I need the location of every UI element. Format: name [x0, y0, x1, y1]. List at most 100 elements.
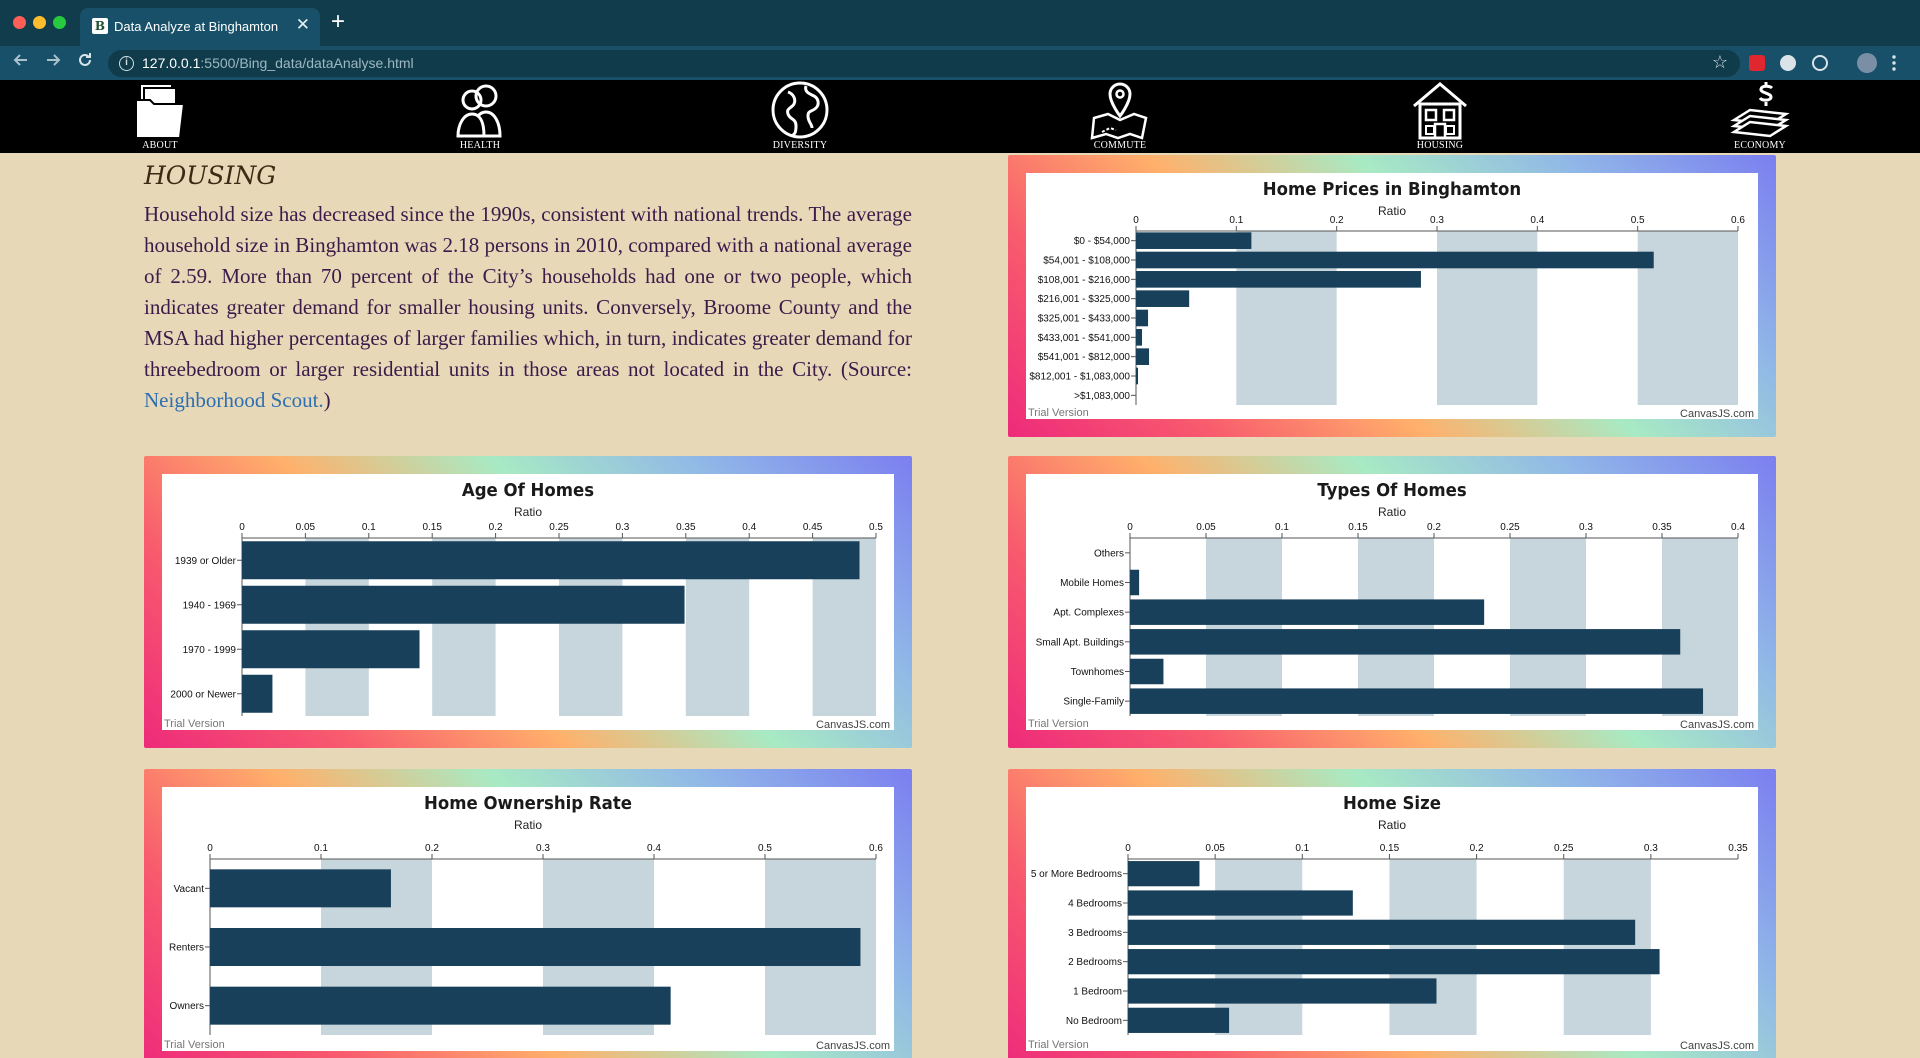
- maximize-window-button[interactable]: [53, 16, 66, 29]
- back-icon[interactable]: [12, 51, 30, 74]
- tick-label: 0.25: [1500, 522, 1520, 533]
- grid-stripe: [1215, 859, 1303, 1035]
- favicon-icon: B: [92, 18, 108, 34]
- bar: [1136, 329, 1143, 346]
- tick-label: 0.05: [296, 522, 316, 533]
- tick-label: 0.2: [1330, 215, 1344, 226]
- bar: [1136, 271, 1421, 288]
- category-label: Small Apt. Buildings: [1036, 637, 1124, 648]
- tick-label: 0: [207, 843, 213, 854]
- category-label: 1939 or Older: [175, 556, 237, 567]
- new-tab-button[interactable]: +: [331, 8, 346, 35]
- minimize-window-button[interactable]: [33, 16, 46, 29]
- age-of-homes-chart: Age Of Homes Ratio 0 0.05 0.1 0.15 0.2 0.25 0.3 0…: [162, 474, 894, 730]
- home-size-chart: Home Size Ratio 0 0.05 0.1 0.15 0.2 0.25 0.3 0.35…: [1026, 787, 1758, 1051]
- tick-label: 0.6: [1731, 215, 1745, 226]
- tick-label: 0.25: [1554, 843, 1574, 854]
- close-window-button[interactable]: [13, 16, 26, 29]
- tick-label: 0.3: [1579, 522, 1593, 533]
- neighborhood-scout-link[interactable]: Neighborhood Scout.: [144, 388, 324, 412]
- bar: [242, 585, 685, 624]
- tab-title: Data Analyze at Binghamton: [114, 19, 279, 34]
- category-label: Mobile Homes: [1060, 578, 1124, 589]
- home-size-svg: Home Size Ratio 0 0.05 0.1 0.15 0.2 0.25 0.3 0.35…: [1028, 793, 1754, 1051]
- nav-diversity-label: DIVERSITY: [772, 140, 828, 151]
- canvasjs-credit: CanvasJS.com: [816, 1040, 890, 1051]
- extension-record-icon[interactable]: [1780, 55, 1796, 71]
- menu-kebab-icon[interactable]: [1892, 55, 1896, 71]
- tick-label: 0.6: [869, 843, 883, 854]
- tick-label: 0.15: [422, 522, 442, 533]
- category-label: 1940 - 1969: [183, 600, 237, 611]
- browser-tab[interactable]: B Data Analyze at Binghamton ✕: [80, 8, 320, 46]
- bar: [1136, 367, 1139, 385]
- nav-commute[interactable]: COMMUTE: [1065, 80, 1175, 153]
- housing-description: Household size has decreased since the 1…: [144, 202, 912, 412]
- bar: [210, 928, 861, 966]
- types-of-homes-chart: Types Of Homes Ratio 0 0.05 0.1 0.15 0.2 0.25 0.…: [1026, 474, 1758, 730]
- nav-commute-label: COMMUTE: [1093, 140, 1147, 151]
- tick-label: 0.2: [489, 522, 503, 533]
- category-label: 1970 - 1999: [183, 645, 237, 656]
- bar: [210, 869, 391, 908]
- bar: [1136, 348, 1150, 365]
- tick-label: 0.2: [425, 843, 439, 854]
- nav-housing[interactable]: HOUSING: [1385, 80, 1495, 153]
- category-label: 5 or More Bedrooms: [1031, 869, 1122, 880]
- types-of-homes-svg: Types Of Homes Ratio 0 0.05 0.1 0.15 0.2 0.25 0.…: [1028, 480, 1754, 730]
- category-label: Apt. Complexes: [1053, 608, 1124, 619]
- bar: [1136, 309, 1149, 327]
- nav-diversity[interactable]: DIVERSITY: [745, 80, 855, 153]
- extension-react-icon[interactable]: [1812, 55, 1828, 71]
- category-label: $812,001 - $1,083,000: [1029, 372, 1130, 383]
- address-bar[interactable]: i 127.0.0.1:5500/Bing_data/dataAnalyse.h…: [108, 50, 1740, 77]
- info-icon[interactable]: i: [119, 56, 134, 71]
- tick-label: 0.4: [742, 522, 756, 533]
- tick-label: 0.4: [1530, 215, 1544, 226]
- grid-stripe: [1637, 231, 1738, 405]
- page-title: HOUSING: [144, 161, 277, 190]
- bar: [1128, 978, 1437, 1004]
- tick-label: 0.2: [1470, 843, 1484, 854]
- tick-label: 0.15: [1348, 522, 1368, 533]
- category-label: No Bedroom: [1066, 1016, 1122, 1027]
- category-label: $325,001 - $433,000: [1038, 314, 1131, 325]
- canvasjs-credit: CanvasJS.com: [816, 719, 890, 730]
- category-label: 2000 or Newer: [170, 689, 236, 700]
- bar: [1130, 629, 1681, 655]
- category-label: $216,001 - $325,000: [1038, 294, 1131, 305]
- map-pin-icon: [1090, 82, 1148, 140]
- home-prices-card: Home Prices in Binghamton Ratio 0 0.1 0.2 0.3…: [1008, 155, 1776, 437]
- trial-watermark: Trial Version: [164, 1039, 225, 1051]
- category-label: Vacant: [174, 884, 205, 895]
- nav-health[interactable]: HEALTH: [425, 80, 535, 153]
- axis-label: Ratio: [1378, 818, 1406, 832]
- tick-label: 0.35: [676, 522, 696, 533]
- tick-label: 0.1: [314, 843, 328, 854]
- tick-label: 0.1: [1275, 522, 1289, 533]
- tick-label: 0.5: [869, 522, 883, 533]
- bar: [242, 541, 860, 580]
- nav-economy-label: ECONOMY: [1734, 140, 1786, 151]
- profile-avatar[interactable]: [1857, 53, 1877, 73]
- canvasjs-credit: CanvasJS.com: [1680, 1040, 1754, 1051]
- tick-label: 0.35: [1652, 522, 1672, 533]
- category-label: 3 Bedrooms: [1068, 928, 1122, 939]
- nav-about-label: ABOUT: [142, 140, 178, 151]
- trial-watermark: Trial Version: [1028, 1039, 1089, 1051]
- tick-label: 0: [1125, 843, 1131, 854]
- nav-economy[interactable]: ECONOMY: [1705, 80, 1815, 153]
- close-tab-icon[interactable]: ✕: [295, 15, 310, 34]
- nav-about[interactable]: ABOUT: [105, 80, 215, 153]
- category-label: $54,001 - $108,000: [1043, 256, 1130, 267]
- chart-title: Types Of Homes: [1317, 480, 1466, 501]
- extension-red-icon[interactable]: [1749, 55, 1765, 71]
- bar: [1128, 890, 1353, 916]
- forward-icon[interactable]: [44, 51, 62, 74]
- browser-tab-bar: B Data Analyze at Binghamton ✕ +: [0, 0, 1920, 46]
- bookmark-star-icon[interactable]: ☆: [1711, 52, 1728, 72]
- tick-label: 0.05: [1196, 522, 1216, 533]
- tick-label: 0.3: [1430, 215, 1444, 226]
- reload-icon[interactable]: [76, 51, 94, 74]
- site-nav: ABOUT HEALTH DIVERSITY COMMUTE: [0, 80, 1920, 153]
